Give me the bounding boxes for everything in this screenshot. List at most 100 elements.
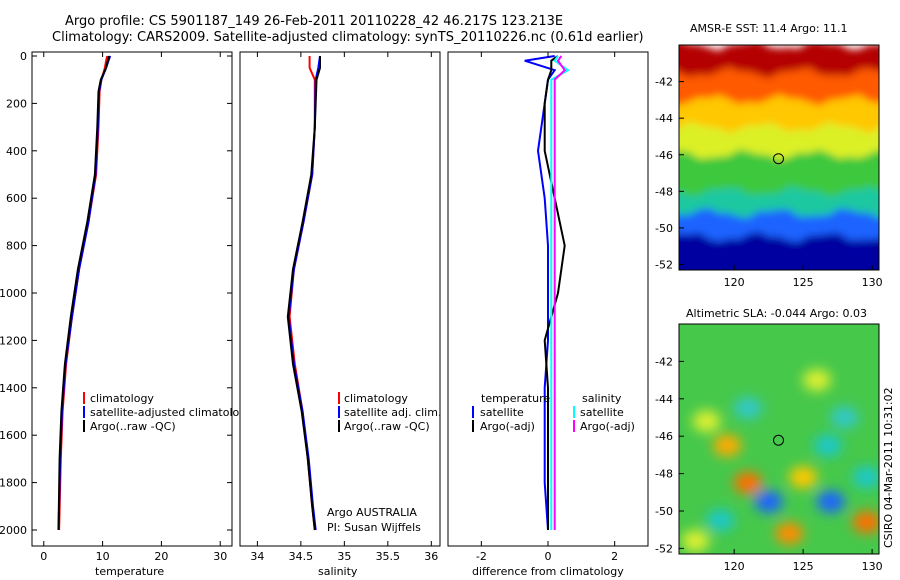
sla-blob-6: [754, 490, 783, 513]
sst-argo-position-marker: [772, 153, 784, 165]
depth-tick-label: 0: [20, 50, 27, 63]
sla-blob-0: [692, 410, 721, 433]
sla-map-x-ticks: 120 125 130: [724, 549, 883, 573]
series-line-2: [286, 56, 321, 531]
x-tick-label: 34: [250, 550, 264, 563]
depth-tick-label: 400: [6, 145, 27, 158]
depth-tick-label: 2000: [0, 524, 27, 537]
legend-label-satellite: satellite adj. clim.: [344, 406, 441, 419]
map-y-tick-label: -52: [655, 542, 673, 555]
difference-lines: [524, 55, 570, 531]
sla-blob-12: [852, 511, 879, 534]
pi-annotation: PI: Susan Wijffels: [327, 521, 421, 534]
sst-map-image: [679, 45, 879, 270]
map-y-tick-label: -42: [655, 76, 673, 89]
x-tick-label: 30: [213, 550, 227, 563]
sla-blob-4: [713, 434, 742, 457]
temperature-legend: climatology satellite-adjusted climatolo…: [83, 392, 253, 433]
temperature-panel: 0 10 20 30 02004006008001000120014001600180…: [0, 50, 648, 578]
legend-title-salinity: salinity: [582, 392, 622, 405]
sst-map-title: AMSR-E SST: 11.4 Argo: 11.1: [690, 22, 848, 35]
map-y-tick-label: -44: [655, 393, 673, 406]
legend-label-satellite: satellite-adjusted climatology: [90, 406, 253, 419]
map-y-tick-label: -52: [655, 259, 673, 272]
sla-blob-5: [733, 471, 762, 494]
sla-map-image: [679, 324, 879, 554]
depth-tick-label: 600: [6, 192, 27, 205]
sla-map-frame: [678, 323, 880, 555]
legend-label-climatology: climatology: [344, 392, 408, 405]
sla-blob-14: [681, 529, 710, 552]
salinity-xlabel: salinity: [318, 565, 358, 578]
sst-map-x-ticks: 120 125 130: [724, 265, 883, 289]
legend-label-argo: Argo(..raw -QC): [344, 420, 430, 433]
sla-blob-3: [830, 406, 859, 429]
salinity-panel: 34 34.5 35 35.5 36 salinity climatology sate…: [239, 51, 441, 578]
map-y-tick-label: -50: [655, 505, 673, 518]
csiro-timestamp: CSIRO 04-Mar-2011 10:31:02: [882, 387, 895, 548]
title-line-2: Climatology: CARS2009. Satellite-adjuste…: [52, 30, 644, 45]
legend-label-temp-argo: Argo(-adj): [480, 420, 535, 433]
sla-blob-9: [816, 490, 845, 513]
sla-blob-10: [706, 509, 735, 532]
salinity-lines: [286, 55, 321, 531]
series-line-1: [543, 55, 566, 530]
depth-tick-label: 1800: [0, 477, 27, 490]
depth-tick-label: 200: [6, 97, 27, 110]
map-x-tick-label: 120: [724, 560, 745, 573]
sst-map-panel: AMSR-E SST: 11.4 Argo: 11.1 120 125 130 -4…: [655, 22, 883, 289]
difference-panel: -2 0 2 difference from climatology tempera…: [447, 51, 649, 578]
title-line-1: Argo profile: CS 5901187_149 26-Feb-2011…: [65, 14, 563, 29]
sla-map-title: Altimetric SLA: -0.044 Argo: 0.03: [686, 307, 867, 320]
sla-blob-2: [802, 369, 831, 392]
x-tick-label: 35.5: [376, 550, 401, 563]
legend-label-argo: Argo(..raw -QC): [90, 420, 176, 433]
sla-blob-13: [852, 466, 879, 489]
x-tick-label: -2: [476, 550, 487, 563]
depth-tick-label: 1000: [0, 287, 27, 300]
map-y-tick-label: -46: [655, 430, 673, 443]
x-tick-label: 2: [611, 550, 618, 563]
depth-tick-label: 1400: [0, 382, 27, 395]
map-y-tick-label: -48: [655, 468, 673, 481]
map-x-tick-label: 125: [793, 276, 814, 289]
legend-label-temp-satellite: satellite: [480, 406, 524, 419]
x-tick-label: 0: [40, 550, 47, 563]
sla-map-panel: Altimetric SLA: -0.044 Argo: 0.03 120 125…: [655, 307, 883, 573]
map-x-tick-label: 130: [862, 276, 883, 289]
x-tick-label: 35: [337, 550, 351, 563]
difference-x-ticks: -2 0 2: [476, 52, 618, 563]
x-tick-label: 0: [545, 550, 552, 563]
map-y-tick-label: -46: [655, 149, 673, 162]
sst-map-y-ticks: -42 -44 -46 -48 -50 -52: [655, 76, 684, 272]
map-y-tick-label: -50: [655, 222, 673, 235]
sla-blob-1: [733, 397, 762, 420]
salinity-x-ticks: 34 34.5 35 35.5 36: [250, 52, 438, 563]
legend-label-sal-satellite: satellite: [580, 406, 624, 419]
sla-blob-7: [789, 466, 818, 489]
salinity-axes: [239, 51, 441, 547]
series-line-2: [550, 55, 570, 530]
temperature-lines: [57, 55, 112, 531]
legend-label-climatology: climatology: [90, 392, 154, 405]
map-y-tick-label: -48: [655, 185, 673, 198]
map-x-tick-label: 125: [793, 560, 814, 573]
x-tick-label: 20: [154, 550, 168, 563]
map-x-tick-label: 130: [862, 560, 883, 573]
sla-blob-11: [775, 522, 804, 545]
legend-title-temperature: temperature: [481, 392, 550, 405]
temperature-x-ticks: 0 10 20 30: [40, 52, 227, 563]
x-tick-label: 10: [96, 550, 110, 563]
sst-map-frame: [678, 44, 880, 271]
difference-legend: temperature salinity satellite Argo(-adj…: [472, 392, 635, 433]
x-tick-label: 36: [424, 550, 438, 563]
map-x-tick-label: 120: [724, 276, 745, 289]
temperature-xlabel: temperature: [95, 565, 164, 578]
operator-annotation: Argo AUSTRALIA: [327, 506, 417, 519]
depth-tick-label: 800: [6, 240, 27, 253]
sla-field: [681, 369, 879, 552]
series-line-2: [57, 55, 111, 531]
sst-band-7: [679, 231, 879, 270]
map-y-tick-label: -44: [655, 112, 673, 125]
